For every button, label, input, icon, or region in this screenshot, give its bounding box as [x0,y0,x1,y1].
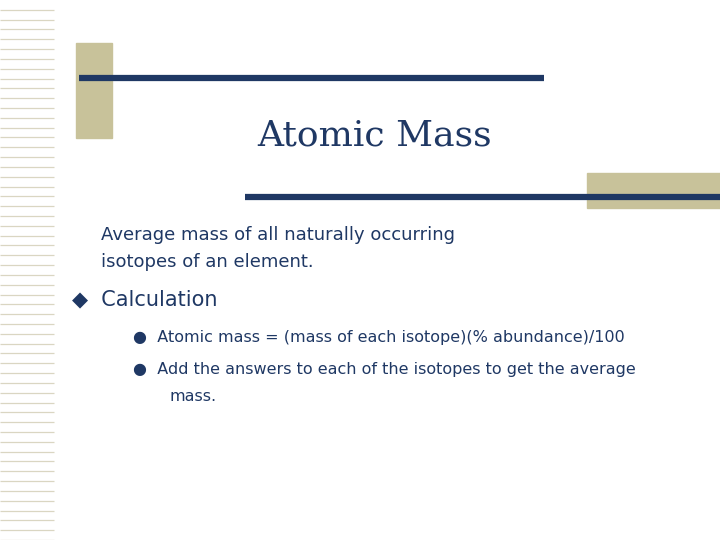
Text: mass.: mass. [169,389,216,404]
Bar [587,173,720,208]
Text: ●  Atomic mass = (mass of each isotope)(% abundance)/100: ● Atomic mass = (mass of each isotope)(%… [133,330,625,345]
Text: Atomic Mass: Atomic Mass [257,118,492,152]
Text: ◆  Calculation: ◆ Calculation [72,289,217,310]
Text: ●  Add the answers to each of the isotopes to get the average: ● Add the answers to each of the isotope… [133,362,636,377]
Bar [76,43,112,138]
Text: isotopes of an element.: isotopes of an element. [101,253,313,271]
Text: Average mass of all naturally occurring: Average mass of all naturally occurring [101,226,455,244]
